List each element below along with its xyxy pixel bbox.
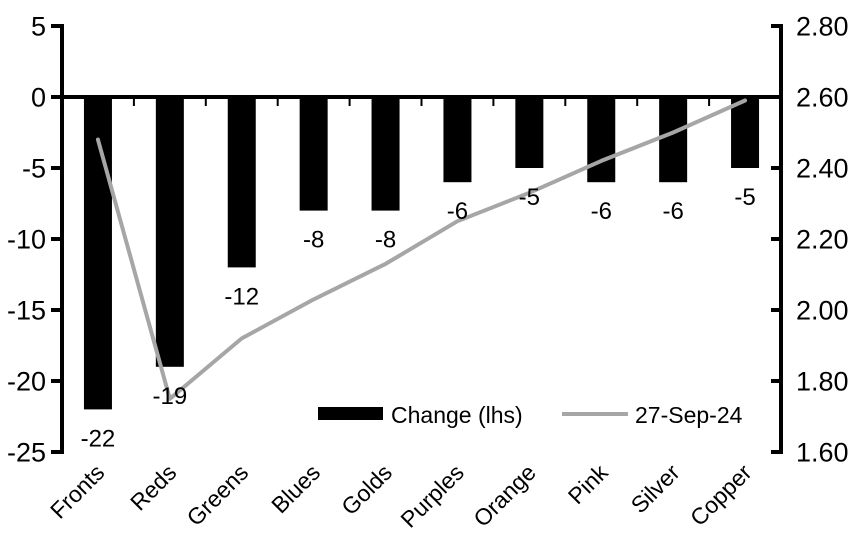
bar-blues (299, 97, 328, 211)
bar-fronts (83, 97, 112, 410)
x-axis-category-label-copper: Copper (685, 459, 757, 531)
bar-greens (227, 97, 256, 268)
x-axis-category-label-pink: Pink (563, 459, 613, 509)
bar-silver (659, 97, 688, 183)
bar-value-label: -6 (662, 198, 683, 225)
x-axis-category-label-reds: Reds (125, 459, 181, 515)
bar-value-label: -6 (447, 198, 468, 225)
right-axis-tick-label: 1.80 (796, 367, 849, 397)
right-axis-tick-label: 2.40 (796, 154, 849, 184)
right-axis-tick-label: 1.60 (796, 438, 849, 468)
bar-reds (155, 97, 184, 367)
bar-value-label: -19 (153, 383, 188, 410)
left-axis-tick-label: -15 (7, 296, 46, 326)
left-axis-tick-label: 5 (31, 12, 46, 42)
left-axis-tick-label: -5 (22, 154, 46, 184)
right-axis-tick-label: 2.60 (796, 83, 849, 113)
bar-value-label: -12 (224, 283, 259, 310)
bar-pink (587, 97, 616, 183)
legend-bar-swatch (318, 407, 383, 420)
x-axis-category-label-orange: Orange (468, 459, 541, 532)
bar-purples (443, 97, 472, 183)
x-axis-category-label-golds: Golds (336, 459, 397, 520)
bar-value-label: -5 (734, 184, 755, 211)
left-axis-tick-label: -20 (7, 367, 46, 397)
right-axis-tick-label: 2.00 (796, 296, 849, 326)
x-axis-category-label-greens: Greens (182, 459, 254, 531)
bar-value-label: -5 (519, 184, 540, 211)
bar-value-label: -8 (375, 227, 396, 254)
bar-value-label: -6 (591, 198, 612, 225)
bar-golds (371, 97, 400, 211)
left-axis-tick-label: -10 (7, 225, 46, 255)
legend-label-27-sep-24: 27-Sep-24 (635, 402, 743, 428)
right-axis-tick-label: 2.80 (796, 12, 849, 42)
right-axis-tick-label: 2.20 (796, 225, 849, 255)
bar-copper (731, 97, 760, 168)
left-axis-tick-label: 0 (31, 83, 46, 113)
bar-value-label: -8 (303, 227, 324, 254)
bar-orange (515, 97, 544, 168)
bar-value-label: -22 (81, 425, 116, 452)
x-axis-category-label-blues: Blues (266, 459, 325, 518)
x-axis-category-label-silver: Silver (626, 459, 685, 518)
left-axis-tick-label: -25 (7, 438, 46, 468)
x-axis-category-label-fronts: Fronts (45, 459, 109, 523)
series-line-27-sep-24 (95, 98, 748, 401)
x-axis-category-label-purples: Purples (395, 459, 469, 533)
legend-label-change-lhs: Change (lhs) (391, 402, 523, 428)
